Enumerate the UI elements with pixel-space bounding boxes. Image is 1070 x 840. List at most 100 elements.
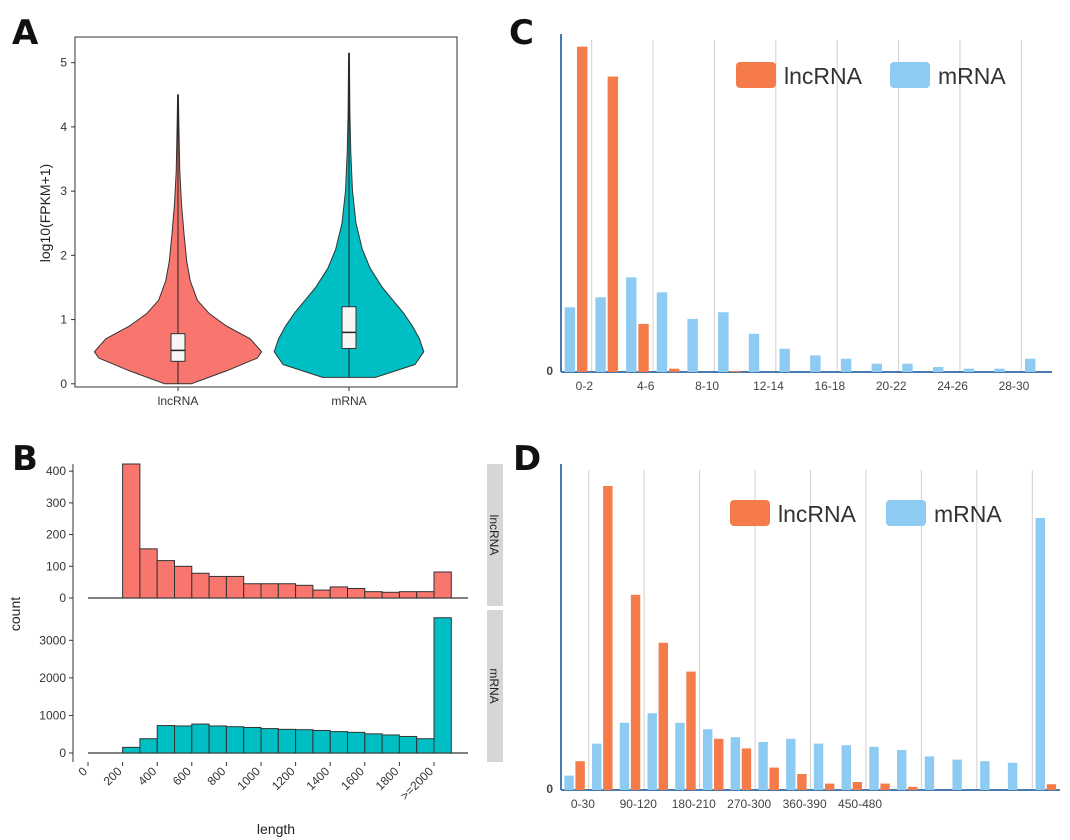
panel-b-bar-lncrna	[191, 572, 210, 599]
panel-d-xtick-label: 90-120	[620, 797, 658, 811]
panel-d-legend-label-mrna: mRNA	[934, 501, 1002, 527]
panel-c-legend-label-mrna: mRNA	[938, 63, 1006, 89]
panel-c-bar-mrna	[1024, 358, 1036, 372]
panel-d-xtick-label: 450-480	[838, 797, 882, 811]
panel-b-bar-lncrna	[295, 584, 314, 599]
panel-c-bar-mrna	[626, 277, 637, 372]
panel-d-bar-mrna	[841, 745, 851, 790]
panel-c-bar-mrna	[687, 318, 698, 372]
panel-d-xtick-label: 180-210	[672, 797, 716, 811]
panel-b-xtick-label: 400	[135, 764, 159, 788]
panel-d-legend-label-lncrna: lncRNA	[778, 501, 857, 527]
panel-b-bar-mrna	[225, 726, 245, 754]
panel-d-bar-mrna	[592, 743, 602, 790]
panel-b-bar-lncrna	[156, 560, 175, 599]
panel-c-bar-mrna	[779, 348, 790, 372]
panel-b-bar-lncrna	[312, 589, 331, 599]
panel-d-bar-chart: 0 0-30 90-120 180-210 270-300 360-390 450-480 l…	[546, 464, 1060, 811]
panel-d-bar-lncrna	[741, 748, 752, 790]
panel-b-ylabel: count	[7, 597, 23, 631]
panel-c-bar-mrna	[963, 368, 975, 372]
panel-b-bar-lncrna	[208, 575, 227, 599]
panel-d-bar-lncrna	[1046, 784, 1057, 790]
panel-b-bar-mrna	[243, 726, 262, 754]
panel-a-xtick-label: mRNA	[331, 394, 366, 408]
panel-c-xtick-label: 0-2	[576, 379, 594, 393]
panel-label-d: D	[513, 439, 541, 479]
panel-b-bar-lncrna	[277, 583, 297, 599]
panel-c-bar-mrna	[564, 307, 576, 372]
panel-c-bar-lncrna	[730, 371, 741, 372]
panel-c-xtick-label: 12-14	[753, 379, 784, 393]
panel-c-bar-lncrna	[607, 76, 619, 373]
panel-c-legend-swatch-lncrna	[736, 62, 776, 88]
panel-d-bar-lncrna	[824, 783, 835, 790]
panel-b-bar-mrna	[416, 738, 435, 754]
panel-b-ytick-label: 300	[46, 496, 66, 510]
panel-b-bar-mrna	[381, 734, 400, 754]
panel-d-bar-lncrna	[908, 786, 918, 790]
panel-b-strip-lncrna	[487, 464, 503, 606]
panel-b-ytick-label: 1000	[39, 708, 66, 722]
panel-c-bar-mrna	[994, 368, 1005, 372]
panel-d-bar-mrna	[786, 738, 796, 790]
panel-d-legend-swatch-lncrna	[730, 500, 770, 526]
panel-d-bar-lncrna	[714, 738, 724, 790]
panel-d-bar-mrna	[896, 750, 907, 790]
panel-d-bar-mrna	[980, 761, 990, 790]
panel-c-bar-mrna	[656, 292, 668, 372]
panel-d-bar-mrna	[647, 713, 657, 790]
panel-c-bar-mrna	[871, 363, 882, 372]
panel-b-bar-mrna	[208, 725, 227, 754]
panel-c-xtick-label: 24-26	[937, 379, 968, 393]
panel-d-bar-mrna	[813, 743, 824, 790]
panel-d-bar-lncrna	[575, 761, 585, 790]
panel-b-bar-mrna	[364, 733, 383, 754]
panel-b-bar-lncrna	[381, 591, 400, 599]
panel-b-bar-lncrna	[174, 565, 193, 599]
panel-b-bar-lncrna	[260, 583, 279, 599]
panel-c-bar-mrna	[595, 297, 606, 372]
panel-b-bar-lncrna	[329, 586, 349, 599]
panel-b-bar-mrna	[329, 731, 349, 754]
panel-c-bar-lncrna	[638, 323, 649, 372]
panel-c-xtick-label: 20-22	[876, 379, 907, 393]
panel-a-ytick-label: 4	[60, 120, 67, 134]
panel-b-bar-mrna	[398, 735, 418, 754]
panel-b-strip-label-mrna: mRNA	[487, 668, 501, 703]
panel-d-bar-mrna	[619, 722, 630, 790]
panel-c-legend-label-lncrna: lncRNA	[784, 63, 863, 89]
panel-label-c: C	[509, 13, 534, 53]
panel-d-bar-mrna	[702, 729, 713, 790]
panel-d-bar-lncrna	[852, 782, 863, 790]
panel-b-ytick-label: 0	[59, 591, 66, 605]
panel-d-bar-lncrna	[603, 486, 613, 790]
panel-b-bar-lncrna	[139, 548, 158, 599]
panel-b-xtick-label: 1000	[234, 764, 263, 793]
panel-b-bar-mrna	[433, 617, 452, 754]
panel-c-ytick-label: 0	[546, 364, 553, 378]
panel-d-bar-lncrna	[630, 594, 641, 790]
panel-d-legend-swatch-mrna	[886, 500, 926, 526]
panel-a-ytick-label: 2	[60, 248, 67, 262]
panel-d-bar-mrna	[1035, 518, 1046, 790]
panel-label-b: B	[12, 439, 38, 479]
panel-b-ytick-label: 2000	[39, 671, 66, 685]
panel-c-bar-mrna	[932, 367, 944, 372]
panel-d-bar-mrna	[952, 759, 962, 790]
panel-d-bar-mrna	[924, 756, 935, 790]
panel-b-bar-lncrna	[122, 463, 141, 599]
panel-b-bar-lncrna	[433, 571, 452, 599]
panel-b-bar-mrna	[139, 738, 158, 754]
panel-b-bar-lncrna	[243, 583, 262, 599]
panel-b-xtick-label: 600	[170, 764, 194, 788]
panel-b-ytick-label: 400	[46, 464, 66, 478]
panel-b-ytick-label: 0	[59, 746, 66, 760]
panel-d-bar-mrna	[758, 742, 768, 790]
panel-b-bar-mrna	[295, 729, 314, 754]
panel-b-bar-mrna	[191, 723, 210, 754]
panel-b-strip-label-lncrna: lncRNA	[487, 515, 501, 556]
panel-b-xtick-label: 1400	[304, 764, 333, 793]
panel-c-xtick-label: 28-30	[999, 379, 1030, 393]
panel-c-bar-mrna	[810, 355, 821, 372]
